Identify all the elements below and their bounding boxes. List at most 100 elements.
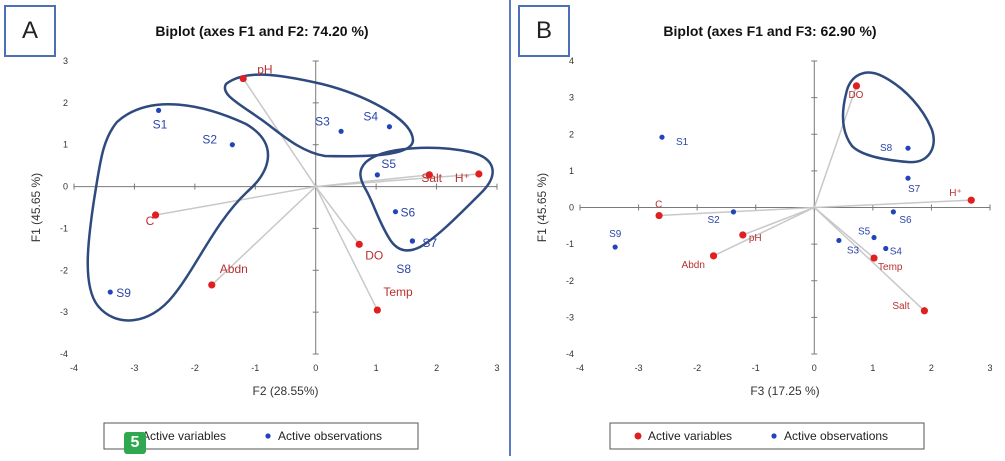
variable-vector <box>814 199 972 209</box>
variable-label: Salt <box>421 171 442 185</box>
cluster-outline <box>359 146 494 252</box>
variable-point <box>709 252 718 260</box>
variable-point <box>655 211 663 220</box>
observation-point <box>392 209 399 215</box>
y-tick-label: -1 <box>60 223 68 233</box>
variable-vector <box>315 173 479 188</box>
x-tick-label: 1 <box>870 363 875 373</box>
variable-label: H⁺ <box>949 188 962 199</box>
variable-vector <box>659 206 815 217</box>
legend-variable-marker <box>634 432 642 440</box>
panel-a: A Biplot (axes F1 and F2: 74.20 %) -4 -3 -2… <box>0 0 505 456</box>
biplot-f1-f3: Biplot (axes F1 and F3: 62.90 %) -4 -3 -2 -1… <box>535 23 993 450</box>
observation-label: S2 <box>202 133 217 147</box>
variable-vector <box>315 186 379 311</box>
x-tick-label: 2 <box>929 363 934 373</box>
variable-label: Salt <box>892 301 909 312</box>
y-tick-label: -2 <box>566 276 574 286</box>
variable-point <box>425 171 433 179</box>
variable-label: C <box>146 214 155 228</box>
observation-label: S4 <box>363 110 378 124</box>
x-tick-label: -2 <box>191 363 199 373</box>
page-badge: 5 <box>124 432 146 454</box>
variable-point <box>208 281 216 289</box>
observation-label: S4 <box>890 247 903 258</box>
observation-label: S7 <box>422 236 437 250</box>
y-tick-label: -2 <box>60 265 68 275</box>
variable-vector <box>211 186 317 286</box>
variable-vector <box>813 85 858 208</box>
y-tick-label: 3 <box>569 93 574 103</box>
y-tick-label: -1 <box>566 239 574 249</box>
y-tick-label: 2 <box>63 98 68 108</box>
variable-vector <box>713 206 815 257</box>
biplot-f1-f2: Biplot (axes F1 and F2: 74.20 %) -4 -3 -2 -1… <box>29 23 500 450</box>
observation-point <box>386 124 393 130</box>
cluster-outline <box>841 71 935 164</box>
variable-label: Temp <box>383 285 413 299</box>
x-tick-label: 0 <box>313 363 318 373</box>
observation-label: S9 <box>116 286 131 300</box>
variable-label: H⁺ <box>455 171 470 185</box>
legend-observations-label: Active observations <box>784 429 888 443</box>
variable-vector <box>315 186 360 245</box>
variable-label: C <box>655 200 662 211</box>
x-tick-label: -3 <box>635 363 643 373</box>
variable-point <box>920 307 928 315</box>
variable-vector <box>155 185 316 216</box>
observation-point <box>890 209 896 215</box>
legend-variables-label: Active variables <box>648 429 732 443</box>
y-tick-label: 1 <box>63 140 68 150</box>
variable-point <box>355 240 363 248</box>
observation-point <box>730 209 737 215</box>
variable-point <box>239 74 247 83</box>
observation-point <box>659 134 665 140</box>
legend-variables-label: Active variables <box>142 429 226 443</box>
y-tick-label: -3 <box>566 312 574 322</box>
chart-title: Biplot (axes F1 and F3: 62.90 %) <box>663 23 876 39</box>
observation-point <box>107 289 113 295</box>
x-tick-label: 2 <box>434 363 439 373</box>
variable-label: Abdn <box>682 260 705 271</box>
legend-observation-marker <box>771 433 777 439</box>
variable-point <box>870 254 878 262</box>
y-tick-label: 2 <box>569 129 574 139</box>
observation-label: S5 <box>381 157 396 171</box>
observation-label: S2 <box>707 215 720 226</box>
x-tick-label: -1 <box>251 363 259 373</box>
y-tick-label: 0 <box>63 182 68 192</box>
x-tick-label: -4 <box>70 363 78 373</box>
legend-box <box>103 422 419 450</box>
panel-b: B Biplot (axes F1 and F3: 62.90 %) -4 -3 -2… <box>516 0 1005 456</box>
variable-point <box>475 170 483 178</box>
observation-point <box>905 175 911 181</box>
x-tick-label: -1 <box>752 363 760 373</box>
legend-box <box>609 422 925 450</box>
y-tick-label: 0 <box>569 203 574 213</box>
x-tick-label: -3 <box>130 363 138 373</box>
variable-vector <box>742 206 815 236</box>
x-tick-label: 3 <box>494 363 499 373</box>
variable-point <box>739 231 747 239</box>
x-tick-label: -2 <box>693 363 701 373</box>
observation-label: S7 <box>908 184 921 195</box>
observation-label: S3 <box>847 245 860 256</box>
observation-label: S9 <box>609 229 622 240</box>
variable-label: pH <box>257 63 272 77</box>
observation-label: S1 <box>676 137 689 148</box>
observation-point <box>883 245 889 252</box>
y-axis-label: F1 (45.65 %) <box>535 173 549 242</box>
variable-point <box>967 196 975 204</box>
y-tick-label: -3 <box>60 307 68 317</box>
y-tick-label: -4 <box>60 349 68 359</box>
observation-point <box>156 107 162 113</box>
panel-letter-b: B <box>518 5 570 57</box>
x-tick-label: 3 <box>987 363 992 373</box>
observation-point <box>409 238 415 244</box>
x-axis-label: F3 (17.25 %) <box>750 384 819 398</box>
observation-point <box>612 244 618 250</box>
variable-label: DO <box>365 248 383 262</box>
y-tick-label: 1 <box>569 166 574 176</box>
observation-label: S6 <box>400 206 415 220</box>
observation-point <box>836 237 842 244</box>
